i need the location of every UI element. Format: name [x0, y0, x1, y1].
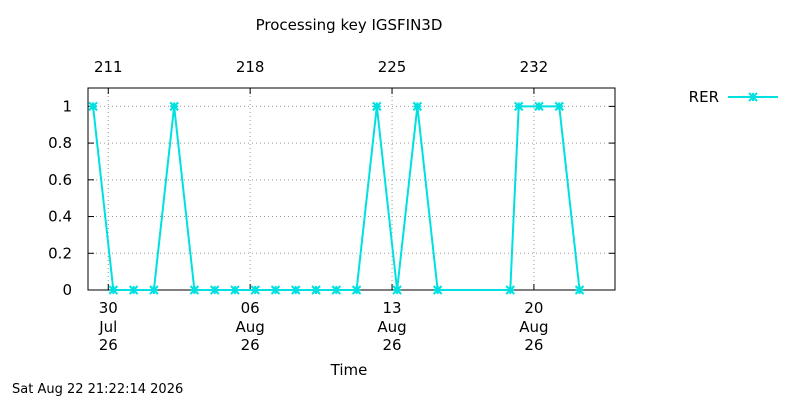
- data-point-rer: [209, 285, 220, 295]
- y-tick-label: 0.2: [48, 244, 72, 262]
- x-tick-label-month: Aug: [236, 318, 265, 336]
- series-line-rer: [92, 105, 581, 291]
- data-point-rer: [149, 285, 159, 295]
- data-point-rer: [189, 285, 200, 295]
- y-tick-label: 0.4: [48, 208, 72, 226]
- x-tick-label-day: 30: [99, 299, 118, 317]
- plot-frame: [87, 87, 616, 291]
- star-marker: [169, 101, 179, 112]
- star-marker: [748, 92, 758, 102]
- data-point-rer: [88, 101, 98, 112]
- y-tick-label: 0.6: [48, 171, 72, 189]
- data-point-rer: [311, 285, 321, 295]
- legend-label-rer: RER: [689, 88, 719, 106]
- star-marker: [351, 285, 362, 295]
- star-marker: [250, 285, 260, 295]
- x-tick-label-year: 26: [524, 336, 543, 354]
- x-tick-label-year: 26: [99, 336, 118, 354]
- star-marker: [412, 101, 423, 112]
- star-marker: [149, 285, 159, 295]
- legend: RER: [689, 88, 778, 106]
- data-point-rer: [169, 101, 179, 112]
- star-marker: [108, 285, 119, 295]
- x-tick-label-day: 13: [382, 299, 401, 317]
- x-tick-label-year: 26: [382, 336, 401, 354]
- data-point-rer: [331, 285, 342, 295]
- data-point-rer: [372, 101, 382, 112]
- star-marker: [534, 101, 544, 112]
- data-point-rer: [514, 101, 524, 112]
- star-marker: [392, 285, 402, 295]
- star-marker: [331, 285, 342, 295]
- star-marker: [189, 285, 200, 295]
- data-point-rer: [108, 285, 119, 295]
- star-marker: [505, 285, 515, 295]
- y-tick-label: 1: [62, 97, 72, 115]
- data-point-rer: [351, 285, 362, 295]
- data-point-rer: [270, 285, 281, 295]
- star-marker: [209, 285, 220, 295]
- x-tick-label-month: Jul: [98, 318, 117, 336]
- y-tick-label: 0: [62, 281, 72, 299]
- x-tick-label-day: 20: [524, 299, 543, 317]
- data-point-rer: [554, 101, 564, 112]
- star-marker: [128, 285, 139, 295]
- star-marker: [432, 285, 443, 295]
- data-point-rer: [230, 285, 240, 295]
- star-marker: [514, 101, 524, 112]
- data-point-rer: [574, 285, 585, 295]
- x-tick-label-year: 26: [241, 336, 260, 354]
- axis-ticks: 00.20.40.60.8130Jul2606Aug2613Aug2620Aug…: [48, 58, 615, 354]
- star-marker: [311, 285, 321, 295]
- chart-title: Processing key IGSFIN3D: [256, 16, 443, 34]
- y-tick-label: 0.8: [48, 134, 72, 152]
- data-point-rer: [128, 285, 139, 295]
- x-axis-label: Time: [330, 361, 368, 379]
- top-tick-label: 232: [520, 58, 549, 76]
- timestamp-footer: Sat Aug 22 21:22:14 2026: [12, 382, 184, 397]
- data-point-rer: [432, 285, 443, 295]
- star-marker: [88, 101, 98, 112]
- star-marker: [270, 285, 281, 295]
- star-marker: [554, 101, 564, 112]
- top-tick-label: 211: [94, 58, 123, 76]
- x-tick-label-month: Aug: [377, 318, 406, 336]
- data-point-rer: [392, 285, 402, 295]
- data-point-rer: [250, 285, 260, 295]
- gridlines: [88, 88, 615, 290]
- star-marker: [574, 285, 585, 295]
- x-tick-label-month: Aug: [519, 318, 548, 336]
- data-point-rer: [291, 285, 301, 295]
- data-point-rer: [534, 101, 544, 112]
- star-marker: [291, 285, 301, 295]
- series-layer: [88, 101, 585, 295]
- top-tick-label: 218: [236, 58, 265, 76]
- legend-marker-rer: [748, 92, 758, 102]
- data-point-rer: [412, 101, 423, 112]
- x-tick-label-day: 06: [241, 299, 260, 317]
- data-point-rer: [505, 285, 515, 295]
- star-marker: [372, 101, 382, 112]
- top-tick-label: 225: [378, 58, 407, 76]
- star-marker: [230, 285, 240, 295]
